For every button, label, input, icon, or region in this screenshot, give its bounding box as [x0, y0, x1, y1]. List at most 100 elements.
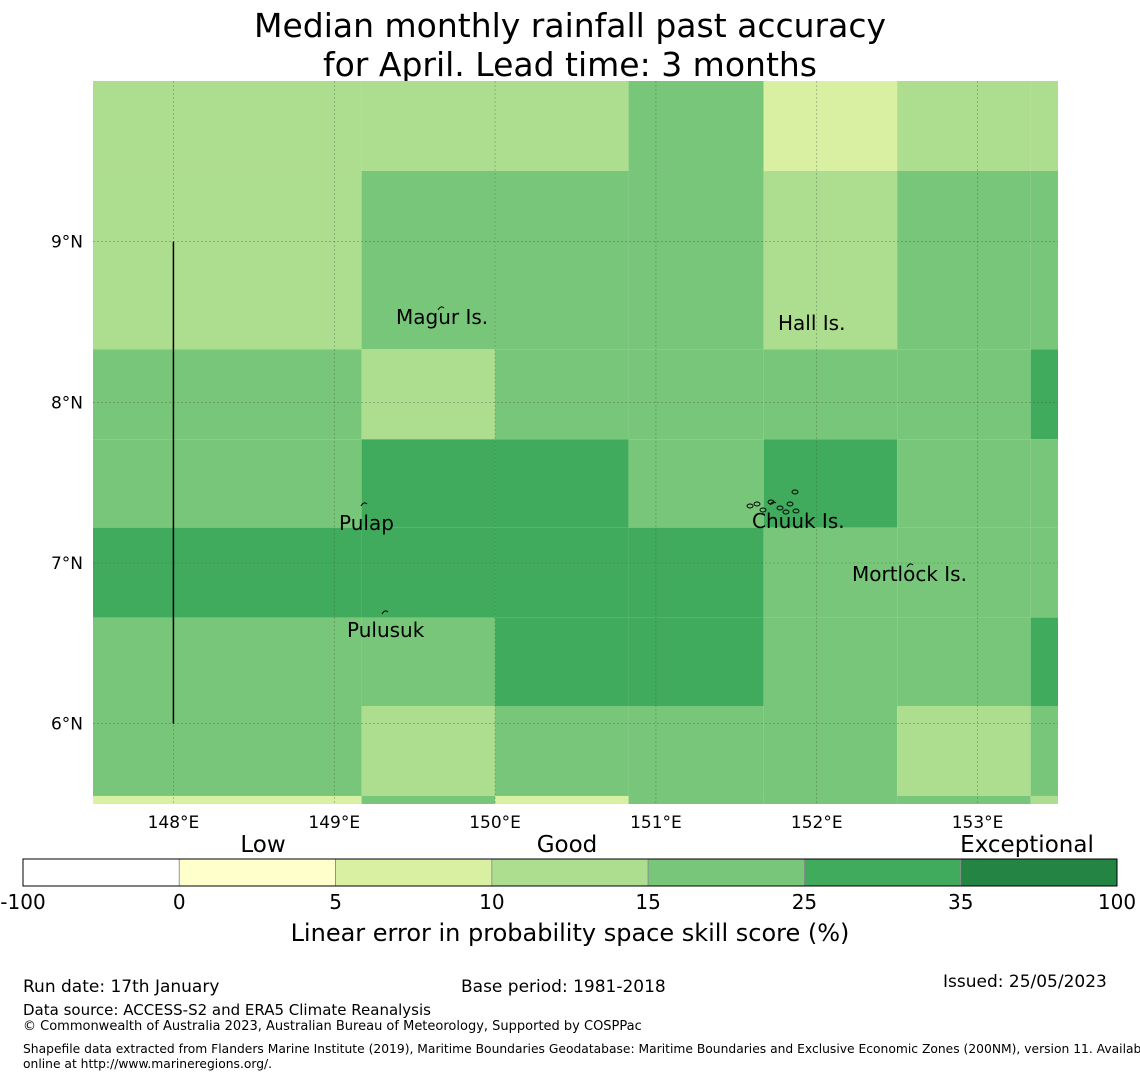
chart-title-line-1: Median monthly rainfall past accuracy	[253, 6, 887, 45]
colorbar-category-label: Low	[240, 832, 285, 858]
longitude-tick-label: 149°E	[308, 813, 360, 833]
map-cell	[93, 439, 362, 528]
map-cell	[93, 527, 362, 618]
island-label: Pulap	[339, 511, 394, 535]
colorbar-segment	[491, 858, 649, 887]
map-cell	[763, 170, 898, 350]
map-cell	[628, 795, 764, 804]
map-cell	[361, 705, 496, 796]
map-cell	[495, 439, 629, 528]
colorbar-tick-label: 100	[1098, 890, 1136, 914]
longitude-tick-label: 150°E	[469, 813, 521, 833]
map-cell	[495, 617, 629, 706]
map-cell	[1030, 349, 1058, 440]
map-cell	[361, 439, 496, 528]
island-label: Pulusuk	[347, 618, 425, 642]
colorbar-frame	[22, 858, 1118, 887]
latitude-tick-label: 7°N	[51, 554, 83, 574]
map-cell	[897, 81, 1031, 171]
base-period: Base period: 1981-2018	[461, 977, 666, 997]
map-cell	[763, 527, 898, 618]
issued-date: Issued: 25/05/2023	[943, 972, 1107, 992]
map-cell	[495, 795, 629, 804]
map-cell	[897, 617, 1031, 706]
colorbar-tick-label: 10	[479, 890, 504, 914]
map-cell	[628, 617, 764, 706]
map-cell	[897, 795, 1031, 804]
map-cell	[628, 349, 764, 440]
map-cell	[763, 349, 898, 440]
map-cell	[763, 81, 898, 171]
map-cell	[495, 170, 629, 350]
island-label: Mortlock Is.	[852, 562, 967, 586]
map-cell	[763, 705, 898, 796]
latitude-tick-label: 6°N	[51, 715, 83, 735]
map-cell	[1030, 795, 1058, 804]
map-cell	[361, 349, 496, 440]
map-cell	[495, 705, 629, 796]
chart-title-line-2: for April. Lead time: 3 months	[323, 45, 817, 84]
map-cell	[897, 705, 1031, 796]
island-label: Magur Is.	[396, 305, 488, 329]
map-cell	[93, 617, 362, 706]
run-date: Run date: 17th January	[23, 977, 220, 997]
colorbar-segment	[335, 858, 493, 887]
island-outline	[437, 306, 445, 311]
colorbar-tick-label: 5	[329, 890, 342, 914]
island-outline	[360, 502, 368, 507]
map-cell	[628, 705, 764, 796]
map-cell	[93, 81, 362, 171]
shapefile-credit-line-1: Shapefile data extracted from Flanders M…	[23, 1042, 1140, 1056]
map-cell	[628, 439, 764, 528]
map-cell	[897, 527, 1031, 618]
map-cell	[897, 349, 1031, 440]
map-cell	[1030, 81, 1058, 171]
map-cell	[763, 795, 898, 804]
colorbar-segment	[647, 858, 805, 887]
map-cell	[1030, 170, 1058, 350]
longitude-tick-label: 152°E	[791, 813, 843, 833]
map-cell	[628, 527, 764, 618]
longitude-tick-label: 153°E	[952, 813, 1004, 833]
shapefile-credit-line-2: online at http://www.marineregions.org/.	[23, 1057, 273, 1071]
longitude-tick-label: 148°E	[148, 813, 200, 833]
map-cell	[361, 527, 496, 618]
colorbar-category-label: Good	[537, 832, 598, 858]
copyright-notice: © Commonwealth of Australia 2023, Austra…	[23, 1019, 642, 1034]
map-cell	[1030, 705, 1058, 796]
data-source: Data source: ACCESS-S2 and ERA5 Climate …	[23, 1001, 431, 1019]
map-cell	[93, 795, 362, 804]
colorbar-tick-label: 0	[173, 890, 186, 914]
colorbar-tick-label: 15	[635, 890, 660, 914]
map-cell	[628, 81, 764, 171]
island-outline	[791, 489, 799, 495]
map-cell	[1030, 617, 1058, 706]
colorbar-axis-label: Linear error in probability space skill …	[291, 919, 850, 947]
colorbar-segment	[804, 858, 962, 887]
map-cell	[93, 349, 362, 440]
map-cell	[361, 795, 496, 804]
map-cell	[1030, 527, 1058, 618]
map-cell	[361, 81, 496, 171]
map-cell	[93, 705, 362, 796]
map-cell	[495, 527, 629, 618]
island-outline	[767, 499, 775, 505]
colorbar-tick-label: 35	[948, 890, 973, 914]
colorbar-tick-label: 25	[792, 890, 817, 914]
island-outline	[906, 563, 914, 568]
island-outline	[753, 501, 761, 507]
latitude-tick-label: 8°N	[51, 393, 83, 413]
map-cell	[1030, 439, 1058, 528]
map-cell	[897, 439, 1031, 528]
map-cell	[763, 617, 898, 706]
island-outline	[776, 505, 784, 511]
island-outline	[792, 508, 800, 514]
colorbar-tick-label: -100	[0, 890, 45, 914]
colorbar-segment	[960, 858, 1118, 887]
island-outline	[746, 503, 754, 509]
latitude-tick-label: 9°N	[51, 233, 83, 253]
island-label: Hall Is.	[778, 311, 845, 335]
colorbar-segment	[22, 858, 180, 887]
colorbar-segment	[178, 858, 336, 887]
